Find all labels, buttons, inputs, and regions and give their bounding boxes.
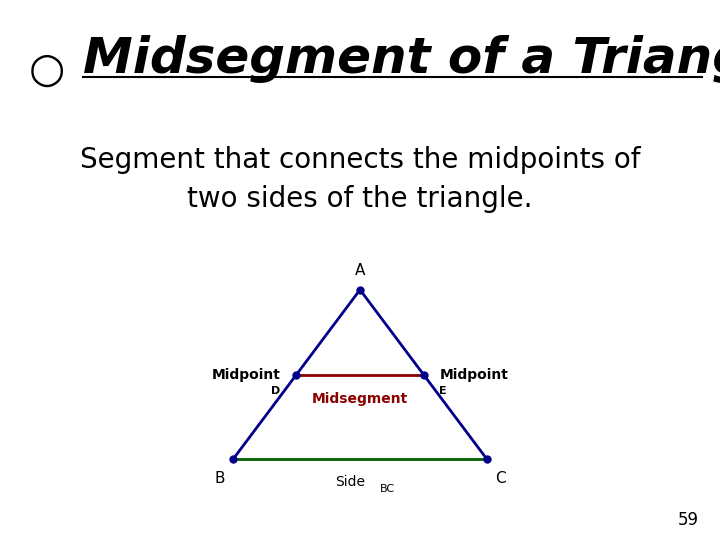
Text: A: A bbox=[355, 263, 365, 278]
Text: ○: ○ bbox=[29, 49, 66, 91]
Point bbox=[482, 455, 493, 464]
Text: Midpoint: Midpoint bbox=[439, 368, 508, 382]
Text: Side: Side bbox=[335, 475, 365, 489]
Text: C: C bbox=[495, 471, 505, 487]
Text: 59: 59 bbox=[678, 511, 698, 529]
Text: B: B bbox=[215, 471, 225, 487]
Text: E: E bbox=[439, 386, 447, 396]
Text: D: D bbox=[271, 386, 281, 396]
Text: Midpoint: Midpoint bbox=[212, 368, 281, 382]
Point bbox=[227, 455, 238, 464]
Text: Midsegment of a Triangle: Midsegment of a Triangle bbox=[83, 35, 720, 83]
Text: BC: BC bbox=[380, 484, 395, 494]
Text: Segment that connects the midpoints of
two sides of the triangle.: Segment that connects the midpoints of t… bbox=[80, 146, 640, 213]
Point bbox=[354, 286, 366, 294]
Text: Midsegment: Midsegment bbox=[312, 392, 408, 406]
Point bbox=[418, 370, 429, 379]
Point bbox=[291, 370, 302, 379]
